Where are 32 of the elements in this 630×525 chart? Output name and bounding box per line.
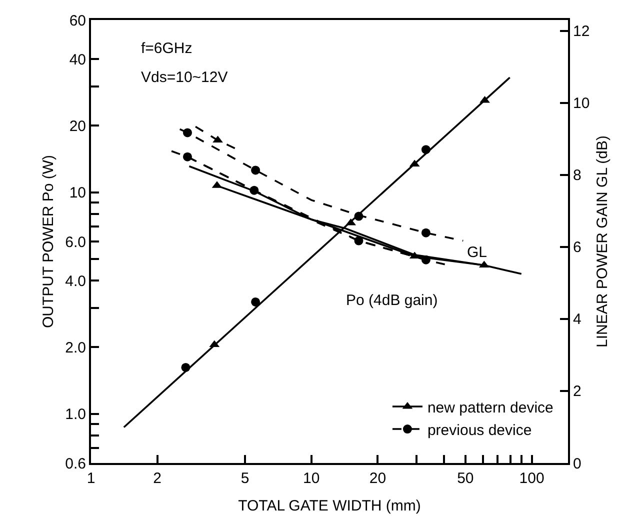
x-tick-label: 2 [153,470,162,487]
x-tick-label: 5 [240,470,250,487]
y2-tick-label: 0 [573,455,582,472]
annotation: f=6GHz [141,40,192,57]
y-tick-label: 1.0 [65,406,86,424]
x-tick-label: 10 [303,470,320,487]
y2-tick-label: 8 [573,167,582,184]
x-tick-label: 100 [519,470,544,487]
annotation: Po (4dB gain) [346,292,438,309]
y-tick-label: 0.6 [65,455,86,472]
y-tick-label: 20 [69,118,86,135]
y2-tick-label: 4 [573,311,582,328]
y-tick-label: 2.0 [65,339,86,356]
y2-tick-label: 10 [573,95,590,112]
y2-axis-title: LINEAR POWER GAIN GL (dB) [594,136,612,348]
y-axis-title: OUTPUT POWER Po (W) [40,154,57,328]
x-axis-title: TOTAL GATE WIDTH (mm) [238,498,421,514]
x-tick-label: 1 [86,470,96,487]
y-tick-label: 10 [69,184,86,202]
legend-label: new pattern device [427,399,554,416]
y-tick-label: 4.0 [65,272,86,290]
y2-tick-label: 12 [573,23,590,40]
y-tick-label: 60 [69,12,86,30]
y2-tick-label: 2 [573,383,582,400]
y-tick-label: 6.0 [65,234,86,251]
legend-label: previous device [427,422,532,439]
y-tick-label: 40 [69,51,86,68]
annotation: GL [467,244,488,261]
x-tick-label: 50 [457,470,474,487]
annotation: Vds=10~12V [141,69,228,86]
x-tick-label: 20 [369,470,386,487]
y2-tick-label: 6 [573,239,582,256]
